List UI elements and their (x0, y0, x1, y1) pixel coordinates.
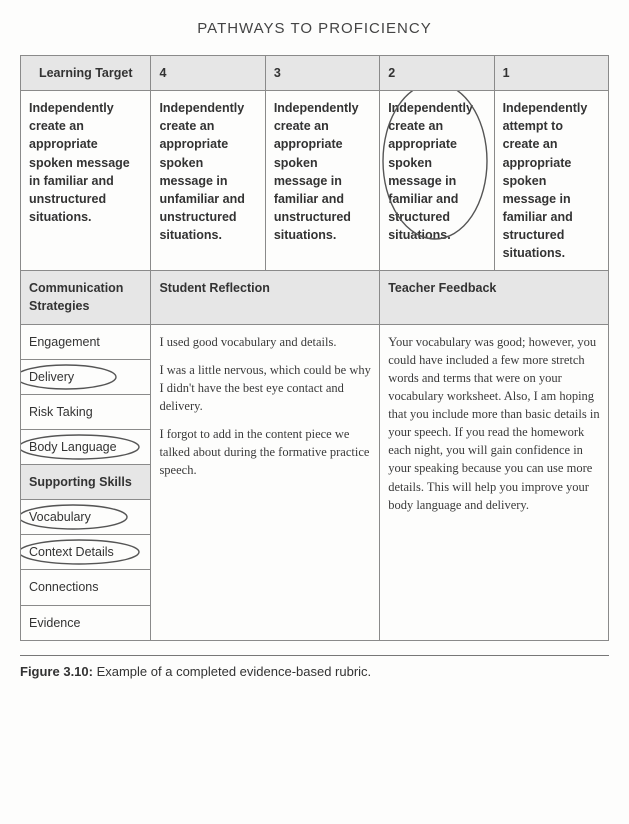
skill-evidence-label: Evidence (29, 616, 80, 630)
level-4-description: Independently create an appropriate spok… (151, 91, 265, 271)
communication-strategies-header: Communication Strategies (21, 271, 151, 324)
rubric-table: Learning Target 4 3 2 1 Independently cr… (20, 55, 609, 641)
figure-caption: Figure 3.10: Example of a completed evid… (20, 655, 609, 679)
strategy-row-engagement: Engagement I used good vocabulary and de… (21, 324, 609, 359)
level-3-header: 3 (265, 56, 379, 91)
student-reflection-header: Student Reflection (151, 271, 380, 324)
level-1-header: 1 (494, 56, 608, 91)
strategy-engagement-label: Engagement (29, 335, 100, 349)
level-3-description: Independently create an appropriate spok… (265, 91, 379, 271)
figure-caption-label: Figure 3.10: (20, 664, 93, 679)
student-reflection-p2: I was a little nervous, which could be w… (159, 361, 371, 415)
strategy-risk-taking-label: Risk Taking (29, 405, 93, 419)
student-reflection-p3: I forgot to add in the content piece we … (159, 425, 371, 479)
strategy-risk-taking: Risk Taking (21, 394, 151, 429)
skill-vocabulary: Vocabulary (21, 500, 151, 535)
supporting-skills-header: Supporting Skills (21, 465, 151, 500)
level-2-description: Independently create an appropriate spok… (380, 91, 494, 271)
rubric-header-row: Learning Target 4 3 2 1 (21, 56, 609, 91)
student-reflection-p1: I used good vocabulary and details. (159, 333, 371, 351)
level-2-header: 2 (380, 56, 494, 91)
learning-target-header: Learning Target (21, 56, 151, 91)
teacher-feedback-header: Teacher Feedback (380, 271, 609, 324)
level-descriptions-row: Independently create an appropriate spok… (21, 91, 609, 271)
skill-connections: Connections (21, 570, 151, 605)
skill-connections-label: Connections (29, 580, 99, 594)
strategy-engagement: Engagement (21, 324, 151, 359)
teacher-feedback-text: Your vocabulary was good; however, you c… (388, 335, 599, 512)
level-1-description: Independently attempt to create an appro… (494, 91, 608, 271)
teacher-feedback-cell: Your vocabulary was good; however, you c… (380, 324, 609, 640)
student-reflection-cell: I used good vocabulary and details. I wa… (151, 324, 380, 640)
skill-context-details-label: Context Details (29, 545, 114, 559)
learning-target-text: Independently create an appropriate spok… (21, 91, 151, 271)
level-4-header: 4 (151, 56, 265, 91)
level-2-label: 2 (388, 66, 395, 80)
feedback-header-row: Communication Strategies Student Reflect… (21, 271, 609, 324)
skill-context-details: Context Details (21, 535, 151, 570)
skill-vocabulary-label: Vocabulary (29, 510, 91, 524)
page-title: PATHWAYS TO PROFICIENCY (20, 20, 609, 37)
strategy-body-language-label: Body Language (29, 440, 117, 454)
skill-evidence: Evidence (21, 605, 151, 640)
figure-caption-text: Example of a completed evidence-based ru… (93, 664, 371, 679)
strategy-delivery-label: Delivery (29, 370, 74, 384)
strategy-delivery: Delivery (21, 359, 151, 394)
strategy-body-language: Body Language (21, 429, 151, 464)
level-2-description-text: Independently create an appropriate spok… (388, 101, 473, 242)
